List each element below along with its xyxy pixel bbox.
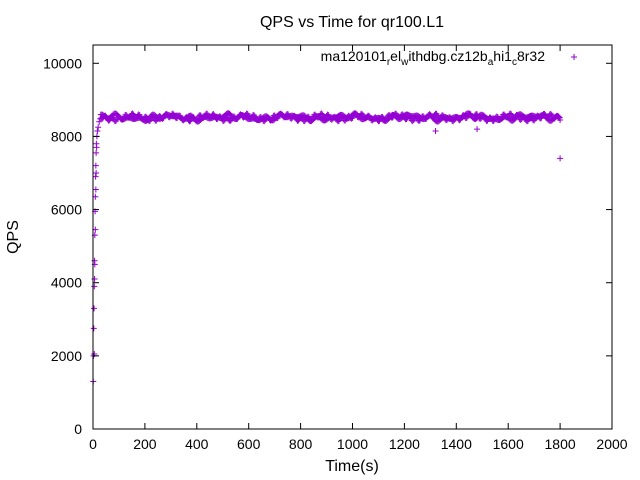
data-point — [93, 149, 100, 156]
x-tick-label: 2000 — [596, 436, 627, 452]
data-point — [92, 173, 99, 180]
x-axis-label: Time(s) — [325, 458, 379, 475]
y-tick-label: 4000 — [51, 275, 82, 291]
x-tick-label: 600 — [237, 436, 261, 452]
data-point — [358, 110, 365, 117]
data-point — [93, 144, 100, 151]
legend: ma120101relwithdbg.cz12bahi1c8r32 — [321, 48, 577, 68]
data-point — [95, 124, 102, 131]
data-point — [463, 115, 470, 122]
data-point — [557, 155, 564, 162]
x-tick-label: 200 — [133, 436, 157, 452]
chart-title: QPS vs Time for qr100.L1 — [260, 14, 444, 31]
legend-marker-icon — [571, 54, 577, 60]
x-tick-label: 0 — [89, 436, 97, 452]
x-tick-label: 1600 — [493, 436, 524, 452]
data-point — [547, 110, 554, 117]
x-tick-label: 1400 — [441, 436, 472, 452]
x-tick-label: 1800 — [545, 436, 576, 452]
data-point — [261, 118, 268, 125]
y-tick-label: 6000 — [51, 202, 82, 218]
legend-label: ma120101relwithdbg.cz12bahi1c8r32 — [321, 48, 546, 68]
data-point — [555, 113, 562, 120]
y-tick-label: 0 — [74, 421, 82, 437]
data-point — [112, 118, 119, 125]
data-point — [94, 127, 101, 134]
data-point — [91, 305, 98, 312]
x-axis: 0 200 400 600 800 1000 1200 1400 1600 1800 2000 — [89, 45, 628, 452]
y-tick-label: 2000 — [51, 348, 82, 364]
data-point — [250, 112, 257, 119]
x-tick-label: 1000 — [337, 436, 368, 452]
y-tick-label: 10000 — [43, 55, 82, 71]
data-point — [93, 170, 100, 176]
plot-frame — [92, 44, 613, 430]
y-tick-label: 8000 — [51, 128, 82, 144]
data-point — [91, 283, 98, 290]
y-axis-label: QPS — [5, 220, 22, 254]
data-point — [432, 127, 439, 134]
x-tick-label: 800 — [289, 436, 313, 452]
data-point — [474, 126, 481, 133]
plot-points — [90, 110, 564, 385]
data-point — [92, 186, 99, 193]
data-point — [90, 325, 97, 332]
data-point — [557, 116, 564, 123]
y-axis: 0 2000 4000 6000 8000 10000 — [43, 55, 612, 437]
data-point — [96, 118, 103, 125]
data-point — [450, 118, 457, 125]
data-point — [91, 276, 98, 283]
x-tick-label: 1200 — [389, 436, 420, 452]
x-tick-label: 400 — [185, 436, 209, 452]
legend-marker — [571, 54, 577, 60]
data-point — [92, 162, 99, 169]
